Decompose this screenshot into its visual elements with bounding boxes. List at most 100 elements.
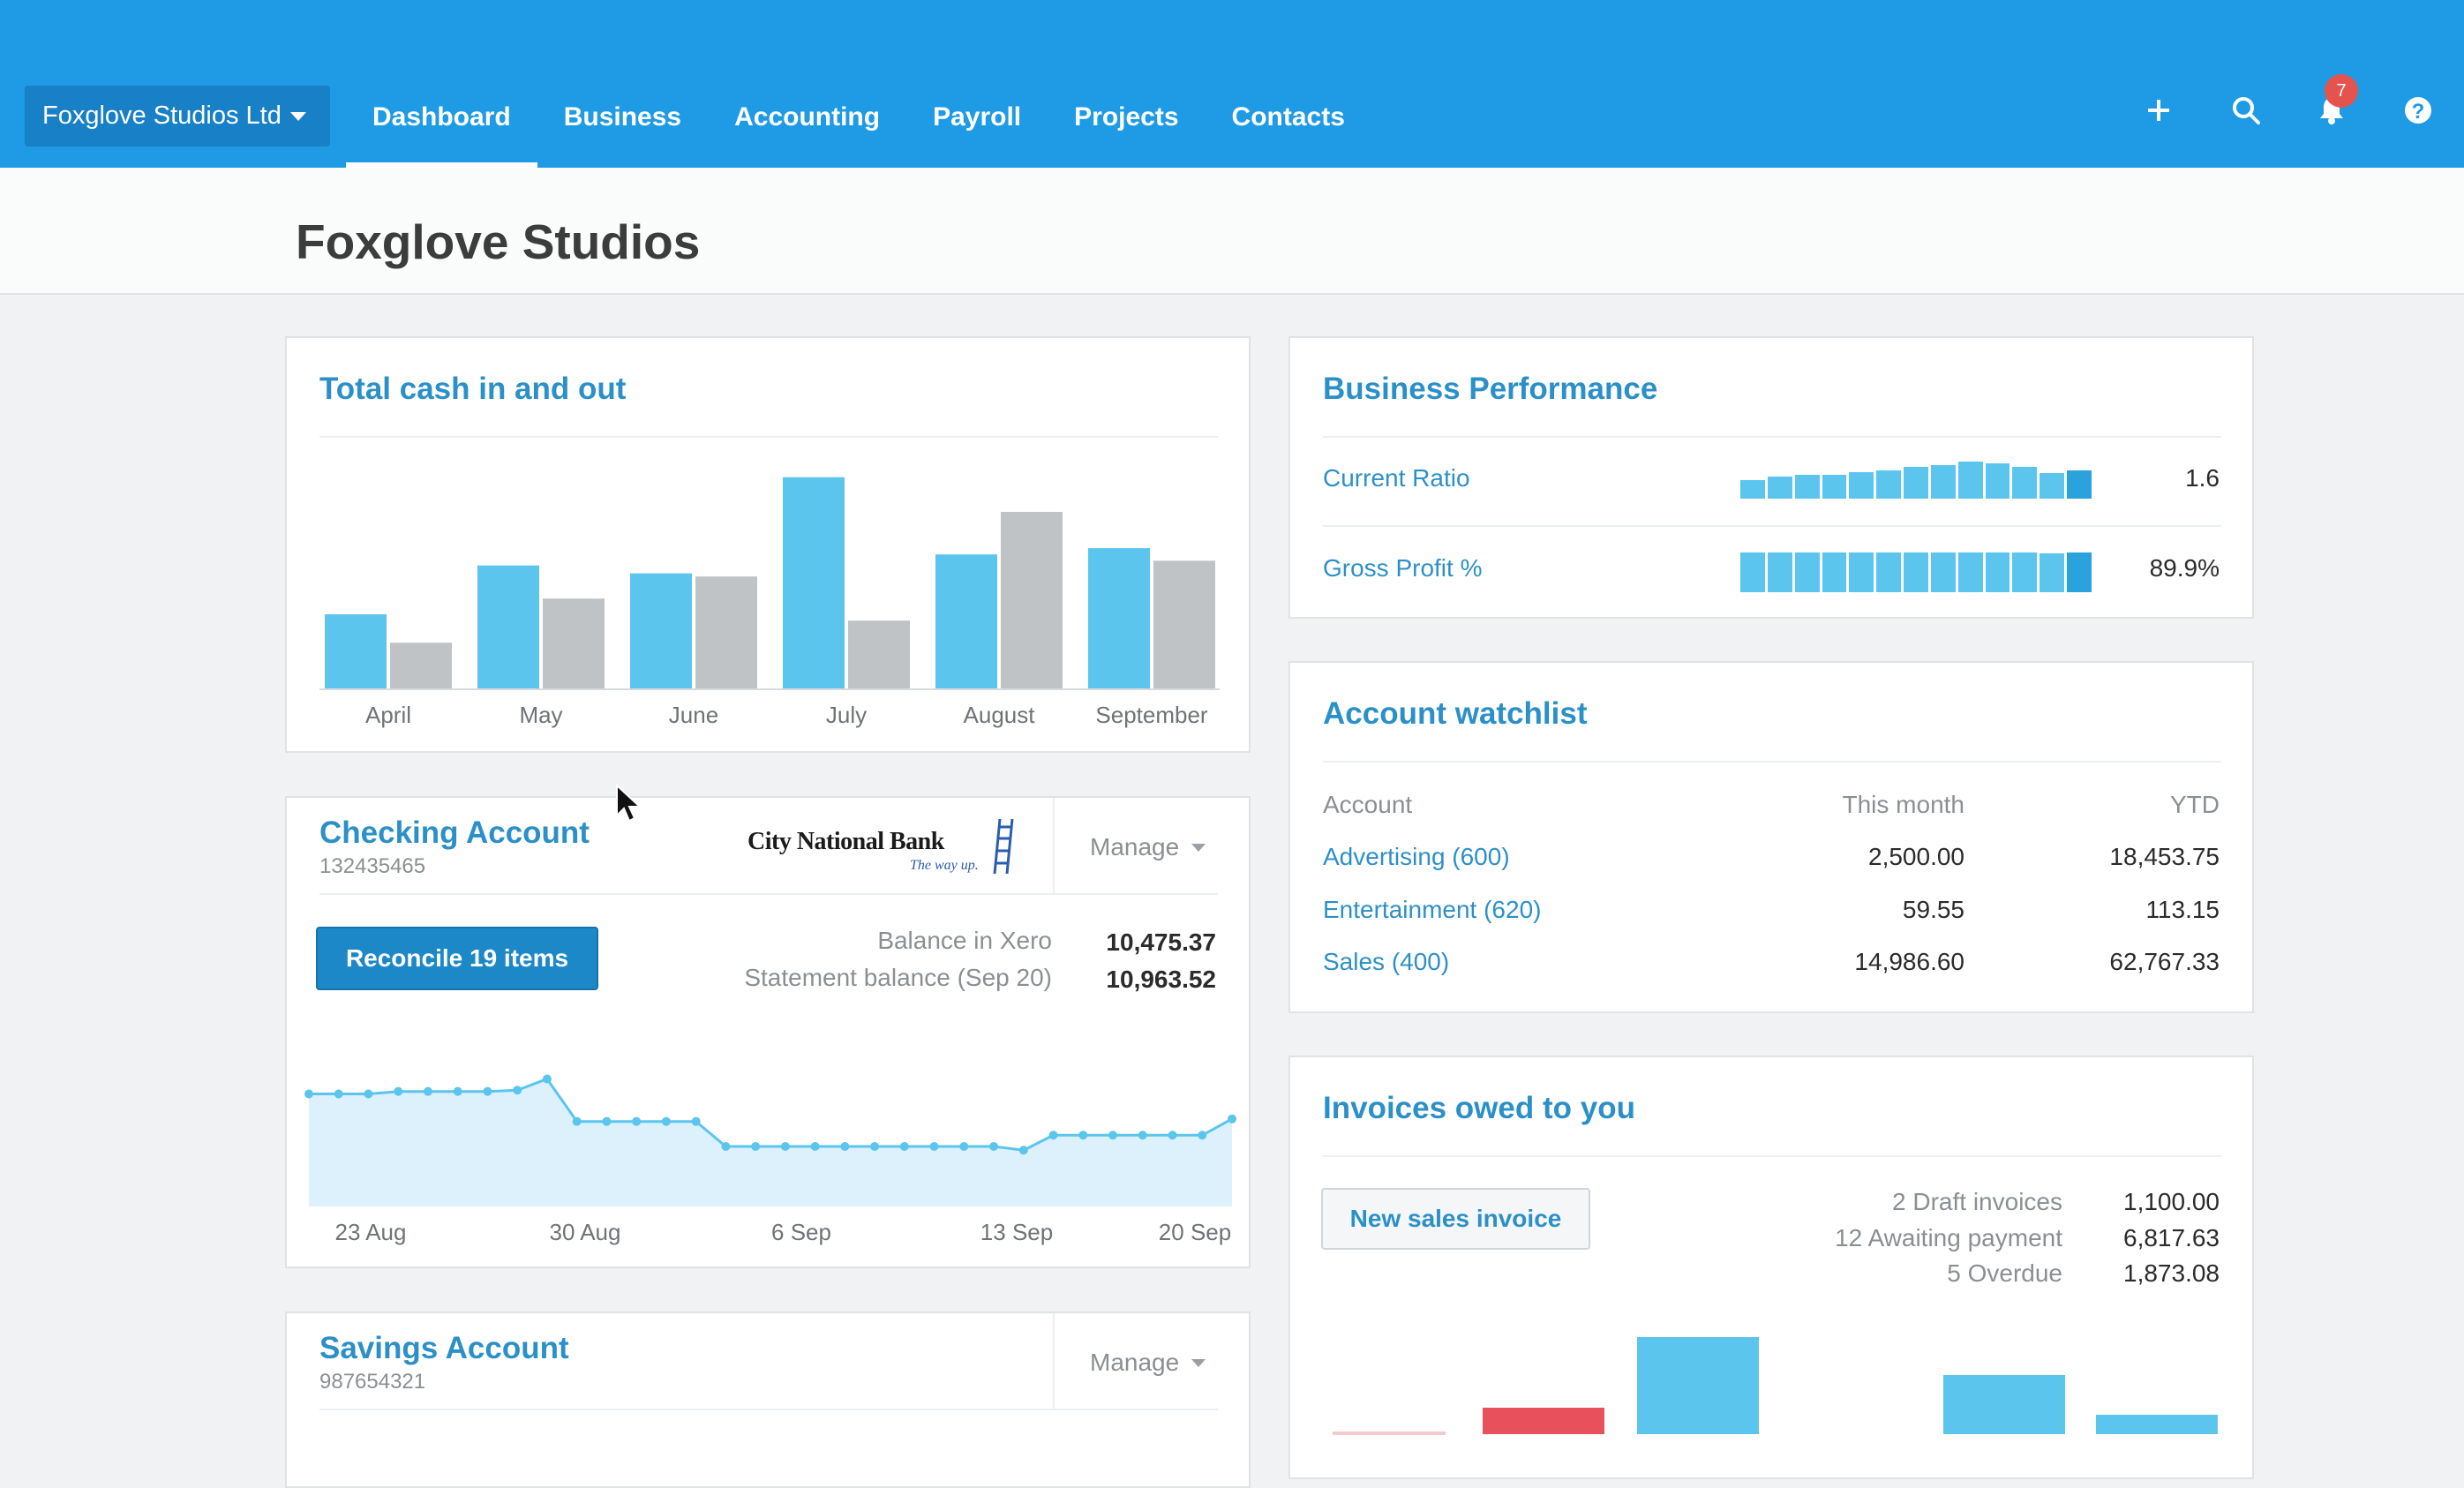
data-point[interactable] [840,1142,850,1151]
plus-icon[interactable] [2135,86,2182,134]
data-point[interactable] [899,1142,909,1151]
nav-business[interactable]: Business [563,102,682,132]
data-point[interactable] [394,1086,403,1096]
bank-logo: City National Bank The way up. [746,815,1037,879]
invoice-bar[interactable] [1333,1432,1446,1435]
data-point[interactable] [364,1089,373,1099]
spark-segment [1740,552,1765,592]
help-icon[interactable]: ? [2394,86,2442,134]
divider [319,893,1218,895]
data-point[interactable] [1198,1131,1207,1140]
statement-balance-label: Statement balance (Sep 20) [744,964,1052,991]
bar[interactable] [543,598,605,688]
data-point[interactable] [334,1089,343,1099]
nav-accounting[interactable]: Accounting [734,102,881,132]
watchlist-account-link[interactable]: Sales (400) [1323,948,1450,975]
overdue-value: 1,873.08 [2123,1259,2220,1287]
spark-segment [1876,470,1902,499]
data-point[interactable] [483,1086,492,1096]
data-point[interactable] [1108,1131,1118,1140]
bar[interactable] [630,573,692,688]
data-point[interactable] [513,1086,522,1095]
awaiting-payment-label[interactable]: 12 Awaiting payment [1835,1224,2062,1251]
nav-projects[interactable]: Projects [1074,102,1179,132]
data-point[interactable] [1168,1131,1177,1140]
data-point[interactable] [780,1142,790,1151]
checking-account-number: 132435465 [319,854,426,878]
bar[interactable] [325,614,387,688]
data-point[interactable] [661,1116,671,1126]
data-point[interactable] [572,1116,582,1126]
invoice-bar[interactable] [1637,1337,1759,1434]
bar[interactable] [695,576,757,688]
data-point[interactable] [721,1142,731,1151]
bar[interactable] [935,554,997,688]
checking-balance-chart[interactable]: 23 Aug 30 Aug 6 Sep 13 Sep 20 Sep [287,798,1252,1270]
data-point[interactable] [1048,1131,1058,1140]
mouse-cursor-icon [616,784,642,823]
spark-segment [1849,552,1874,592]
bar[interactable] [1153,560,1215,688]
data-point[interactable] [1138,1131,1147,1140]
bar[interactable] [848,620,910,688]
watchlist-account-link[interactable]: Entertainment (620) [1323,896,1542,923]
savings-manage-dropdown[interactable]: Manage [1090,1349,1206,1377]
data-point[interactable] [1228,1114,1236,1124]
divider [319,1409,1218,1410]
new-sales-invoice-button[interactable]: New sales invoice [1321,1188,1590,1250]
overdue-label[interactable]: 5 Overdue [1947,1259,2062,1287]
search-icon[interactable] [2222,86,2270,134]
savings-account-title[interactable]: Savings Account [319,1331,569,1365]
spark-segment [2067,470,2092,499]
account-watchlist-title[interactable]: Account watchlist [1323,696,1588,731]
checking-manage-dropdown[interactable]: Manage [1090,833,1206,861]
org-switcher[interactable]: Foxglove Studios Ltd [25,86,330,147]
balance-area [309,1078,1232,1206]
cash-chart-title[interactable]: Total cash in and out [319,372,627,406]
cash-bar-chart[interactable]: April May June July August September [287,338,1252,755]
nav-dashboard[interactable]: Dashboard [346,86,537,168]
spark-segment [2012,466,2038,499]
data-point[interactable] [453,1086,462,1096]
data-point[interactable] [929,1142,939,1151]
bar[interactable] [477,565,539,688]
data-point[interactable] [810,1142,820,1151]
nav-payroll[interactable]: Payroll [933,102,1022,132]
x-tick-label: 6 Sep [771,1219,831,1245]
data-point[interactable] [1018,1146,1028,1155]
data-point[interactable] [304,1089,313,1099]
gross-profit-label[interactable]: Gross Profit % [1323,554,1483,582]
draft-invoices-label[interactable]: 2 Draft invoices [1892,1188,2062,1215]
current-ratio-sparkbar [1740,462,2092,499]
reconcile-button[interactable]: Reconcile 19 items [316,927,598,990]
spark-segment [1767,477,1792,499]
bar[interactable] [1088,548,1150,688]
data-point[interactable] [751,1142,761,1151]
bar[interactable] [390,643,452,688]
bar[interactable] [1001,512,1063,688]
data-point[interactable] [989,1142,999,1151]
data-point[interactable] [632,1116,642,1126]
data-point[interactable] [602,1116,612,1126]
x-tick-label: April [365,702,411,728]
data-point[interactable] [423,1086,432,1096]
watchlist-account-link[interactable]: Advertising (600) [1323,843,1510,870]
nav-contacts[interactable]: Contacts [1231,102,1345,132]
invoices-owed-title[interactable]: Invoices owed to you [1323,1091,1635,1125]
watchlist-month-value: 14,986.60 [1854,948,1964,975]
watchlist-header-month: This month [1842,791,1965,818]
data-point[interactable] [959,1142,969,1151]
invoice-bar[interactable] [1483,1408,1604,1434]
current-ratio-label[interactable]: Current Ratio [1323,464,1470,492]
spark-segment [2012,552,2038,592]
invoice-bar[interactable] [1943,1375,2065,1434]
bar[interactable] [783,477,845,688]
checking-account-title[interactable]: Checking Account [319,815,590,850]
data-point[interactable] [542,1074,552,1084]
business-performance-title[interactable]: Business Performance [1323,372,1658,406]
caret-down-icon [289,111,306,121]
invoice-bar[interactable] [2096,1415,2218,1434]
data-point[interactable] [691,1116,701,1126]
data-point[interactable] [1078,1131,1088,1140]
data-point[interactable] [870,1142,880,1151]
